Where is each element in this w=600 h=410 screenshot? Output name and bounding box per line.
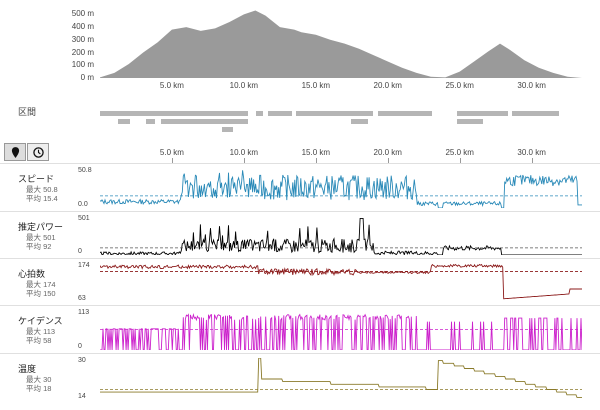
metric-xtick-mark bbox=[171, 158, 173, 163]
elevation-xtick: 20.0 km bbox=[373, 81, 402, 90]
metric-chart-cadence bbox=[100, 312, 582, 350]
elevation-ytick: 200 m bbox=[71, 47, 94, 57]
interval-segment[interactable] bbox=[146, 119, 155, 124]
clock-icon bbox=[32, 146, 44, 158]
metric-label: スピード bbox=[18, 174, 55, 184]
metric-label: ケイデンス bbox=[18, 316, 63, 326]
metric-ymin: 0 bbox=[78, 248, 82, 255]
metric-chart-power bbox=[100, 217, 582, 255]
intervals-track bbox=[0, 108, 600, 138]
interval-segment[interactable] bbox=[512, 111, 559, 116]
interval-segment[interactable] bbox=[378, 111, 432, 116]
metric-line-hr bbox=[100, 263, 582, 300]
metric-xtick: 10.0 km bbox=[229, 148, 259, 157]
metric-row-temp: 温度 最大 30 平均 18 30 14 bbox=[0, 353, 600, 404]
interval-segment[interactable] bbox=[268, 111, 292, 116]
map-view-button[interactable] bbox=[4, 143, 26, 161]
elevation-ytick: 500 m bbox=[71, 9, 94, 19]
metric-xtick: 30.0 km bbox=[517, 148, 546, 157]
interval-segment[interactable] bbox=[118, 119, 130, 124]
metric-xtick-mark bbox=[315, 158, 317, 163]
elevation-xtick: 10.0 km bbox=[229, 81, 259, 90]
metric-xtick-mark bbox=[243, 158, 245, 163]
metric-avg: 平均 58 bbox=[26, 336, 52, 345]
metric-ymin: 63 bbox=[78, 295, 86, 302]
metric-max: 最大 174 bbox=[26, 280, 56, 289]
metric-avg: 平均 15.4 bbox=[26, 194, 58, 203]
interval-segment[interactable] bbox=[457, 119, 483, 124]
metric-xtick: 20.0 km bbox=[373, 148, 402, 157]
metric-row-cadence: ケイデンス 最大 113 平均 58 113 0 bbox=[0, 305, 600, 354]
metric-avg: 平均 150 bbox=[26, 289, 56, 298]
elevation-ytick: 0 m bbox=[80, 73, 94, 82]
metric-label: 推定パワー bbox=[18, 222, 64, 232]
elevation-ytick: 100 m bbox=[71, 60, 94, 70]
metric-chart-hr bbox=[100, 263, 582, 300]
metric-xtick-mark bbox=[387, 158, 389, 163]
metric-label: 心拍数 bbox=[18, 269, 46, 279]
metric-xtick: 5.0 km bbox=[159, 148, 184, 157]
metric-ymax: 174 bbox=[78, 262, 90, 269]
metric-avg: 平均 92 bbox=[26, 242, 52, 251]
metric-ymin: 0 bbox=[78, 343, 82, 350]
metric-line-speed bbox=[100, 170, 582, 208]
interval-segment[interactable] bbox=[256, 111, 263, 116]
metric-row-hr: 心拍数 最大 174 平均 150 174 63 bbox=[0, 258, 600, 306]
elevation-ytick: 300 m bbox=[71, 34, 94, 44]
metric-line-power bbox=[100, 217, 582, 255]
metric-ymax: 501 bbox=[78, 215, 90, 222]
metric-label: 温度 bbox=[18, 364, 37, 374]
elevation-xtick: 5.0 km bbox=[159, 81, 184, 90]
metric-xtick: 25.0 km bbox=[445, 148, 474, 157]
interval-segment[interactable] bbox=[161, 119, 248, 124]
elevation-xtick: 15.0 km bbox=[301, 81, 331, 90]
interval-segment[interactable] bbox=[222, 127, 233, 132]
metric-xtick: 15.0 km bbox=[301, 148, 331, 157]
metric-max: 最大 30 bbox=[26, 375, 52, 384]
metric-row-speed: スピード 最大 50.8 平均 15.4 50.8 0.0 bbox=[0, 163, 600, 212]
metric-xtick-mark bbox=[459, 158, 461, 163]
elevation-xtick: 30.0 km bbox=[517, 81, 546, 90]
interval-segment[interactable] bbox=[100, 111, 248, 116]
elevation-ytick: 400 m bbox=[71, 22, 94, 32]
interval-segment[interactable] bbox=[351, 119, 368, 124]
time-view-button[interactable] bbox=[27, 143, 49, 161]
metric-line-cadence bbox=[100, 312, 582, 350]
intervals-label: 区間 bbox=[18, 107, 37, 117]
map-pin-icon bbox=[11, 146, 19, 158]
elevation-panel: 500 m 400 m 300 m 200 m 100 m 0 m 5.0 km 10.0 … bbox=[0, 0, 600, 95]
elevation-area bbox=[100, 10, 582, 78]
metric-ymin: 14 bbox=[78, 393, 86, 400]
elevation-xtick: 25.0 km bbox=[445, 81, 474, 90]
metric-max: 最大 113 bbox=[26, 327, 56, 336]
interval-segment[interactable] bbox=[457, 111, 508, 116]
elevation-chart bbox=[100, 10, 582, 78]
metric-ymax: 113 bbox=[78, 309, 90, 316]
metric-xtick-mark bbox=[531, 158, 533, 163]
metric-ymin: 0.0 bbox=[78, 201, 88, 208]
metric-row-power: 推定パワー 最大 501 平均 92 501 0 bbox=[0, 211, 600, 259]
metric-ymax: 30 bbox=[78, 357, 86, 364]
metric-max: 最大 50.8 bbox=[26, 185, 58, 194]
metric-avg: 平均 18 bbox=[26, 384, 52, 393]
metric-max: 最大 501 bbox=[26, 233, 56, 242]
metric-chart-temp bbox=[100, 358, 582, 398]
metric-chart-speed bbox=[100, 170, 582, 208]
interval-segment[interactable] bbox=[296, 111, 373, 116]
metric-ymax: 50.8 bbox=[78, 167, 92, 174]
metric-line-temp bbox=[100, 358, 582, 398]
